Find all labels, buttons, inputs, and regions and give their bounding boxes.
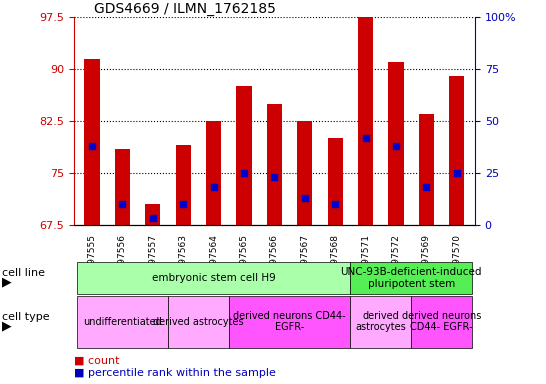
Point — [453, 170, 461, 176]
Bar — [419, 114, 434, 225]
Point — [270, 174, 278, 180]
Point — [391, 143, 400, 149]
Bar — [176, 145, 191, 225]
Text: derived neurons CD44-
EGFR-: derived neurons CD44- EGFR- — [233, 311, 346, 333]
Point — [209, 184, 218, 190]
Bar — [115, 149, 130, 225]
Point — [331, 201, 340, 207]
Text: derived neurons
CD44- EGFR-: derived neurons CD44- EGFR- — [402, 311, 481, 333]
Text: ▶: ▶ — [2, 275, 11, 288]
Bar — [449, 76, 465, 225]
Bar — [236, 86, 252, 225]
Point — [118, 201, 127, 207]
Bar — [388, 62, 403, 225]
Bar — [145, 204, 161, 225]
Text: GDS4669 / ILMN_1762185: GDS4669 / ILMN_1762185 — [94, 2, 276, 16]
Text: undifferentiated: undifferentiated — [83, 316, 162, 327]
Point — [179, 201, 187, 207]
Bar — [328, 138, 343, 225]
Text: ■ percentile rank within the sample: ■ percentile rank within the sample — [74, 368, 276, 378]
Text: cell type: cell type — [2, 312, 49, 322]
Text: UNC-93B-deficient-induced
pluripotent stem: UNC-93B-deficient-induced pluripotent st… — [340, 267, 482, 289]
Bar — [84, 59, 99, 225]
Point — [361, 134, 370, 141]
Text: ■ count: ■ count — [74, 356, 119, 366]
Point — [87, 143, 96, 149]
Point — [149, 215, 157, 222]
Bar — [358, 17, 373, 225]
Text: cell line: cell line — [2, 268, 45, 278]
Bar — [297, 121, 312, 225]
Text: embryonic stem cell H9: embryonic stem cell H9 — [152, 273, 275, 283]
Point — [422, 184, 431, 190]
Text: derived
astrocytes: derived astrocytes — [355, 311, 406, 333]
Bar — [267, 104, 282, 225]
Point — [300, 195, 309, 201]
Text: ▶: ▶ — [2, 319, 11, 332]
Text: derived astrocytes: derived astrocytes — [153, 316, 244, 327]
Bar — [206, 121, 221, 225]
Point — [240, 170, 248, 176]
